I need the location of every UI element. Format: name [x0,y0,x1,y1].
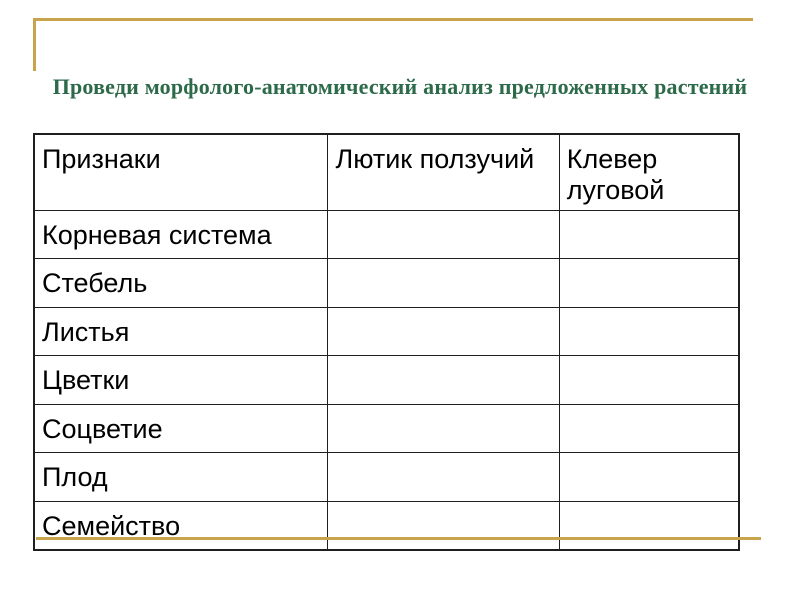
empty-cell [327,209,560,260]
table-row: Цветки [33,355,740,405]
top-accent-corner [33,18,36,71]
analysis-table: Признаки Лютик ползучий Клевер луговой К… [33,133,740,551]
header-cell-features: Признаки [33,133,329,211]
empty-cell [327,452,560,502]
row-label: Корневая система [33,209,329,260]
row-label: Цветки [33,355,329,405]
bottom-accent-line [36,537,761,540]
empty-cell [558,258,740,308]
empty-cell [558,306,740,357]
empty-cell [327,403,560,454]
empty-cell [327,306,560,357]
table-row: Соцветие [33,403,740,454]
table-row: Корневая система [33,209,740,260]
row-label: Соцветие [33,403,329,454]
empty-cell [327,500,560,551]
table-body: Корневая система Стебель Листья Цветки С [33,209,740,551]
empty-cell [558,403,740,454]
header-cell-plant-2: Клевер луговой [558,133,740,211]
empty-cell [558,452,740,502]
empty-cell [558,355,740,405]
table-row: Листья [33,306,740,357]
table-row: Семейство [33,500,740,551]
empty-cell [327,258,560,308]
slide-title: Проведи морфолого-анатомический анализ п… [52,74,748,99]
row-label: Стебель [33,258,329,308]
row-label: Листья [33,306,329,357]
row-label: Семейство [33,500,329,551]
table-header: Признаки Лютик ползучий Клевер луговой [33,133,740,211]
empty-cell [558,209,740,260]
row-label: Плод [33,452,329,502]
top-accent-line [33,18,753,21]
empty-cell [327,355,560,405]
empty-cell [558,500,740,551]
table-row: Стебель [33,258,740,308]
table-row: Плод [33,452,740,502]
header-cell-plant-1: Лютик ползучий [327,133,560,211]
header-row: Признаки Лютик ползучий Клевер луговой [33,133,740,211]
